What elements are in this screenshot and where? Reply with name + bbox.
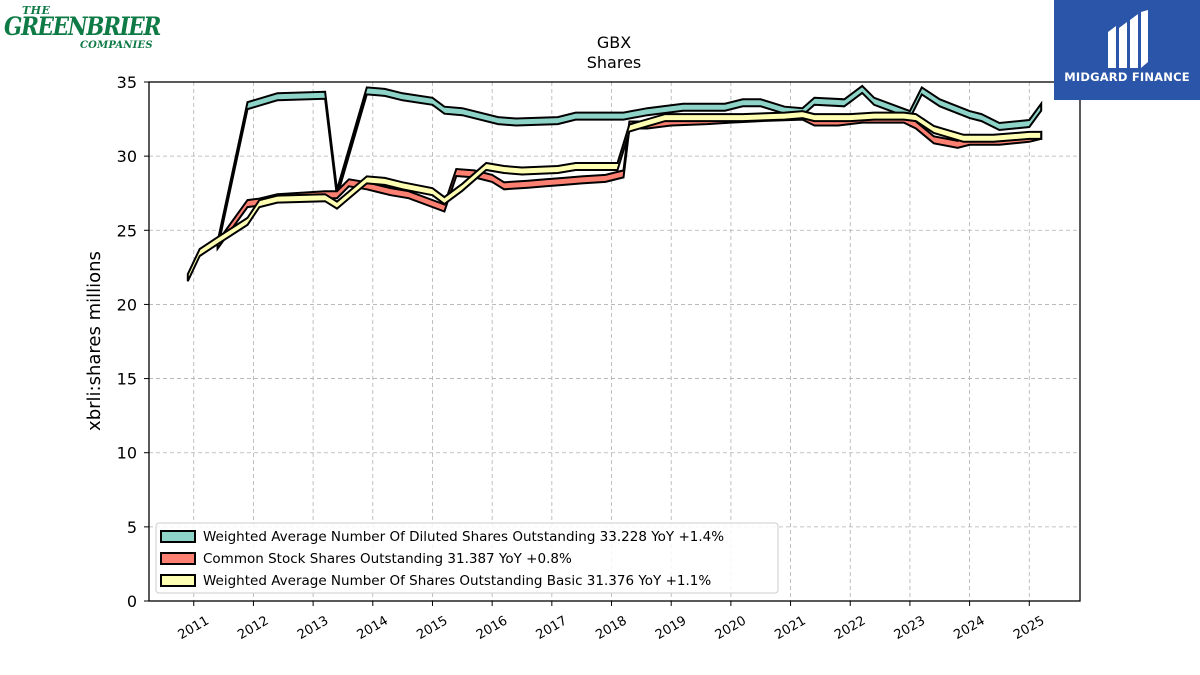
plot-frame <box>148 81 1081 602</box>
greenbrier-logo-line3: COMPANIES <box>80 40 153 51</box>
x-tick-label: 2018 <box>593 613 629 643</box>
y-tick-label: 25 <box>117 221 137 240</box>
x-tick-label: 2021 <box>772 613 808 643</box>
legend-label-1: Common Stock Shares Outstanding 31.387 Y… <box>203 551 572 567</box>
y-tick-label: 10 <box>117 444 137 463</box>
x-tick-label: 2014 <box>355 613 391 643</box>
legend-swatch-1 <box>160 552 196 565</box>
y-tick-label: 35 <box>117 73 137 92</box>
greenbrier-logo-line1: THE <box>22 4 51 17</box>
y-tick-label: 5 <box>127 518 137 537</box>
chart-title: GBX <box>597 33 631 52</box>
x-tick-label: 2016 <box>474 613 510 643</box>
midgard-finance-name: MIDGARD FINANCE <box>1064 70 1190 84</box>
legend-frame <box>155 522 779 594</box>
midgard-finance-logo: MIDGARD FINANCE <box>1054 0 1200 100</box>
x-tick-label: 2024 <box>951 613 987 643</box>
legend: Weighted Average Number Of Diluted Share… <box>155 522 779 594</box>
y-tick-label: 0 <box>127 592 137 611</box>
legend-label-0: Weighted Average Number Of Diluted Share… <box>203 529 724 545</box>
y-tick-label: 30 <box>117 147 137 166</box>
series-line-0 <box>216 84 1043 249</box>
x-tick-label: 2011 <box>176 613 212 643</box>
legend-swatch-2 <box>160 574 196 587</box>
legend-swatch-0 <box>160 530 196 543</box>
x-tick-label: 2017 <box>534 613 570 643</box>
series-line-2 <box>186 110 1043 282</box>
greenbrier-logo: THE GREENBRIER COMPANIES <box>4 4 161 51</box>
x-tick-label: 2019 <box>653 613 689 643</box>
x-tick-label: 2020 <box>713 613 749 643</box>
y-tick-label: 20 <box>117 295 137 314</box>
greenbrier-logo-line2: GREENBRIER <box>4 12 161 41</box>
midgard-m-icon <box>1108 10 1148 68</box>
y-tick-label: 15 <box>117 370 137 389</box>
x-tick-label: 2013 <box>295 613 331 643</box>
x-tick-label: 2022 <box>832 613 868 643</box>
x-tick-label: 2015 <box>414 613 450 643</box>
x-tick-label: 2012 <box>235 613 271 643</box>
series-layer <box>186 84 1043 282</box>
chart-subtitle: Shares <box>587 53 642 72</box>
y-axis-label: xbrli:shares millions <box>84 251 105 431</box>
legend-label-2: Weighted Average Number Of Shares Outsta… <box>203 573 711 589</box>
x-tick-label: 2025 <box>1011 613 1047 643</box>
x-tick-label: 2023 <box>892 613 928 643</box>
